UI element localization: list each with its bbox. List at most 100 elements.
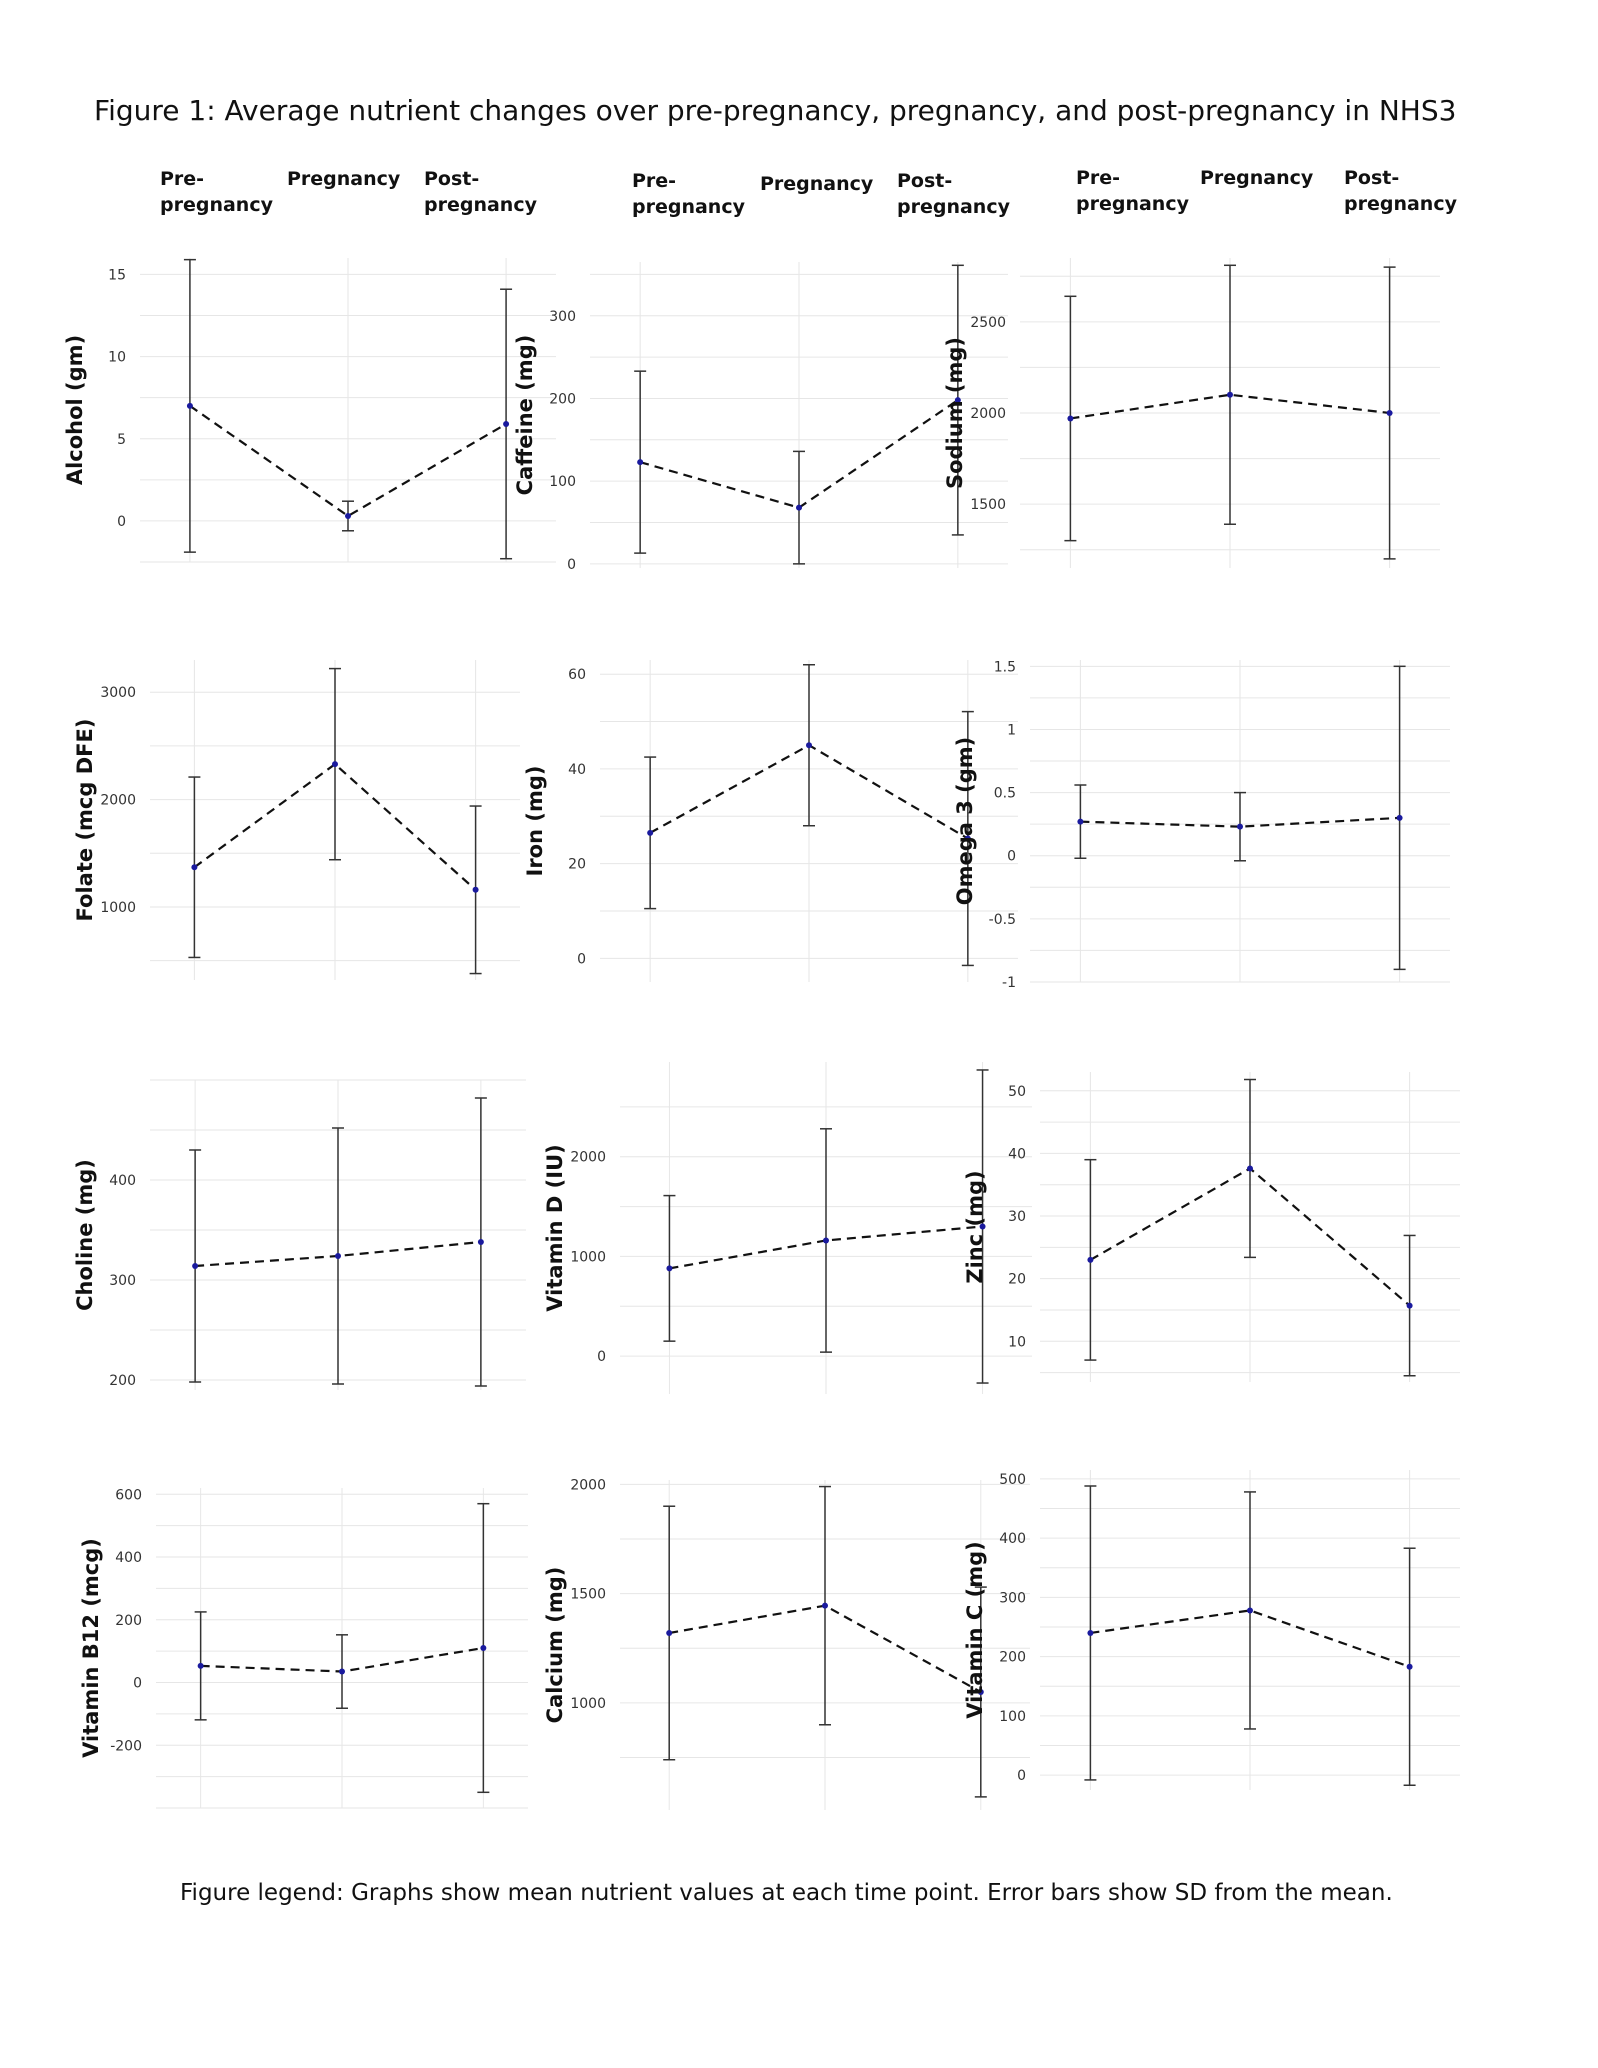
mean-point — [1077, 818, 1084, 825]
chart-caffeine-mg: 0 100 200 300 Caffeine (mg) — [513, 262, 1008, 573]
mean-point — [345, 512, 351, 519]
mean-series-line — [669, 1225, 983, 1270]
y-tick-label: 300 — [999, 1590, 1026, 1606]
y-tick-label: 0 — [117, 514, 126, 530]
mean-point — [1396, 814, 1403, 821]
y-tick-label: 100 — [549, 474, 576, 490]
mean-point — [806, 742, 812, 749]
y-tick-label: -200 — [110, 1738, 142, 1754]
col-header-post-pregnancy-1: Post- pregnancy — [424, 168, 537, 216]
mean-point — [186, 402, 193, 409]
y-axis-label: Zinc (mg) — [963, 1170, 987, 1283]
mean-point — [1247, 1607, 1253, 1614]
y-tick-label: 1000 — [570, 1249, 606, 1265]
y-tick-label: 0 — [1017, 1768, 1026, 1784]
y-tick-label: 5 — [117, 432, 126, 448]
y-tick-label: 2000 — [970, 406, 1006, 422]
col-header-pregnancy-3: Pregnancy — [1200, 167, 1314, 189]
mean-point — [1227, 391, 1233, 398]
mean-point — [1406, 1302, 1413, 1309]
y-tick-label: 30 — [1008, 1209, 1026, 1225]
y-tick-label: 2000 — [570, 1477, 606, 1493]
y-axis-label: Calcium (mg) — [543, 1567, 567, 1724]
mean-point — [197, 1662, 204, 1669]
y-tick-label: 1.5 — [994, 659, 1016, 675]
y-tick-label: 400 — [115, 1550, 142, 1566]
mean-point — [979, 1223, 986, 1230]
mean-series-line — [1080, 816, 1400, 828]
mean-point — [1406, 1663, 1413, 1670]
y-tick-label: 50 — [1008, 1084, 1026, 1100]
figure-title: Figure 1: Average nutrient changes over … — [94, 94, 1457, 127]
y-tick-label: 0 — [577, 951, 586, 967]
y-tick-label: 10 — [1008, 1334, 1026, 1350]
y-tick-label: 0 — [567, 557, 576, 573]
y-tick-label: 0.5 — [994, 786, 1016, 802]
mean-point — [1386, 410, 1393, 416]
y-tick-label: 1500 — [570, 1587, 606, 1603]
figure-legend: Figure legend: Graphs show mean nutrient… — [180, 1880, 1393, 1906]
mean-series-line — [193, 762, 477, 891]
y-tick-label: 400 — [999, 1531, 1026, 1547]
gridlines — [156, 1488, 528, 1809]
mean-point — [823, 1237, 829, 1244]
y-tick-label: 1000 — [100, 900, 136, 916]
col-header-post-pregnancy-3: Post- pregnancy — [1344, 167, 1457, 215]
y-axis-label: Caffeine (mg) — [513, 335, 537, 496]
mean-point — [332, 761, 338, 768]
y-tick-label: 1 — [1007, 722, 1016, 738]
col-header-pregnancy-1: Pregnancy — [287, 168, 401, 190]
y-tick-label: 0 — [1007, 849, 1016, 865]
y-axis-label: Sodium (mg) — [943, 337, 967, 489]
mean-point — [964, 835, 971, 842]
y-tick-label: 1000 — [570, 1696, 606, 1712]
mean-point — [1067, 415, 1074, 422]
col-header-pre-pregnancy-2: Pre- pregnancy — [632, 170, 745, 218]
mean-point — [1237, 823, 1243, 830]
y-tick-label: 0 — [133, 1676, 142, 1692]
chart-folate-mcg-dfe: 1000 2000 3000 Folate (mcg DFE) — [73, 660, 520, 980]
y-tick-label: 200 — [549, 391, 576, 407]
mean-point — [335, 1253, 341, 1259]
col-header-pre-pregnancy-1: Pre- pregnancy — [160, 168, 273, 216]
mean-point — [339, 1668, 345, 1675]
y-tick-label: 100 — [999, 1709, 1026, 1725]
mean-point — [477, 1239, 484, 1245]
chart-choline-mg: 200 300 400 Choline (mg) — [73, 1079, 526, 1390]
y-tick-label: 40 — [1008, 1146, 1026, 1162]
col-header-pre-pregnancy-3: Pre- pregnancy — [1076, 167, 1189, 215]
y-tick-label: -0.5 — [989, 912, 1016, 928]
chart-omega-3-gm: -1 -0.5 0 0.5 1 1.5 Omega 3 (gm) — [953, 659, 1450, 991]
y-tick-label: 2000 — [100, 793, 136, 809]
y-axis-label: Vitamin C (mg) — [963, 1541, 987, 1718]
mean-point — [1087, 1256, 1094, 1263]
chart-vitamin-c-mg: 0 100 200 300 400 500 Vitamin C (mg) — [963, 1470, 1460, 1790]
mean-point — [503, 420, 510, 427]
mean-point — [977, 1688, 984, 1695]
chart-iron-mg: 0 20 40 60 Iron (mg) — [523, 660, 1018, 982]
col-header-post-pregnancy-2: Post- pregnancy — [897, 170, 1010, 218]
y-tick-label: 40 — [568, 762, 586, 778]
y-axis-label: Vitamin D (IU) — [543, 1144, 567, 1311]
y-axis-label: Iron (mg) — [523, 766, 547, 877]
y-tick-label: 200 — [115, 1613, 142, 1629]
y-axis-label: Alcohol (gm) — [63, 335, 87, 485]
mean-point — [1087, 1629, 1094, 1636]
y-tick-label: 2000 — [570, 1150, 606, 1166]
y-tick-label: 10 — [108, 350, 126, 366]
chart-zinc-mg: 10 20 30 40 50 Zinc (mg) — [963, 1072, 1460, 1382]
y-tick-label: 300 — [549, 309, 576, 325]
mean-point — [472, 886, 479, 893]
mean-point — [796, 504, 802, 511]
mean-series-line — [189, 404, 507, 518]
mean-point — [480, 1645, 487, 1651]
mean-series-line — [1070, 393, 1390, 420]
y-axis-label: Omega 3 (gm) — [953, 737, 977, 906]
y-tick-label: -1 — [1002, 975, 1016, 991]
y-tick-label: 60 — [568, 667, 586, 683]
y-tick-label: 600 — [115, 1487, 142, 1503]
y-axis-label: Folate (mcg DFE) — [73, 719, 97, 922]
y-tick-label: 3000 — [100, 685, 136, 701]
y-tick-label: 15 — [108, 267, 126, 283]
